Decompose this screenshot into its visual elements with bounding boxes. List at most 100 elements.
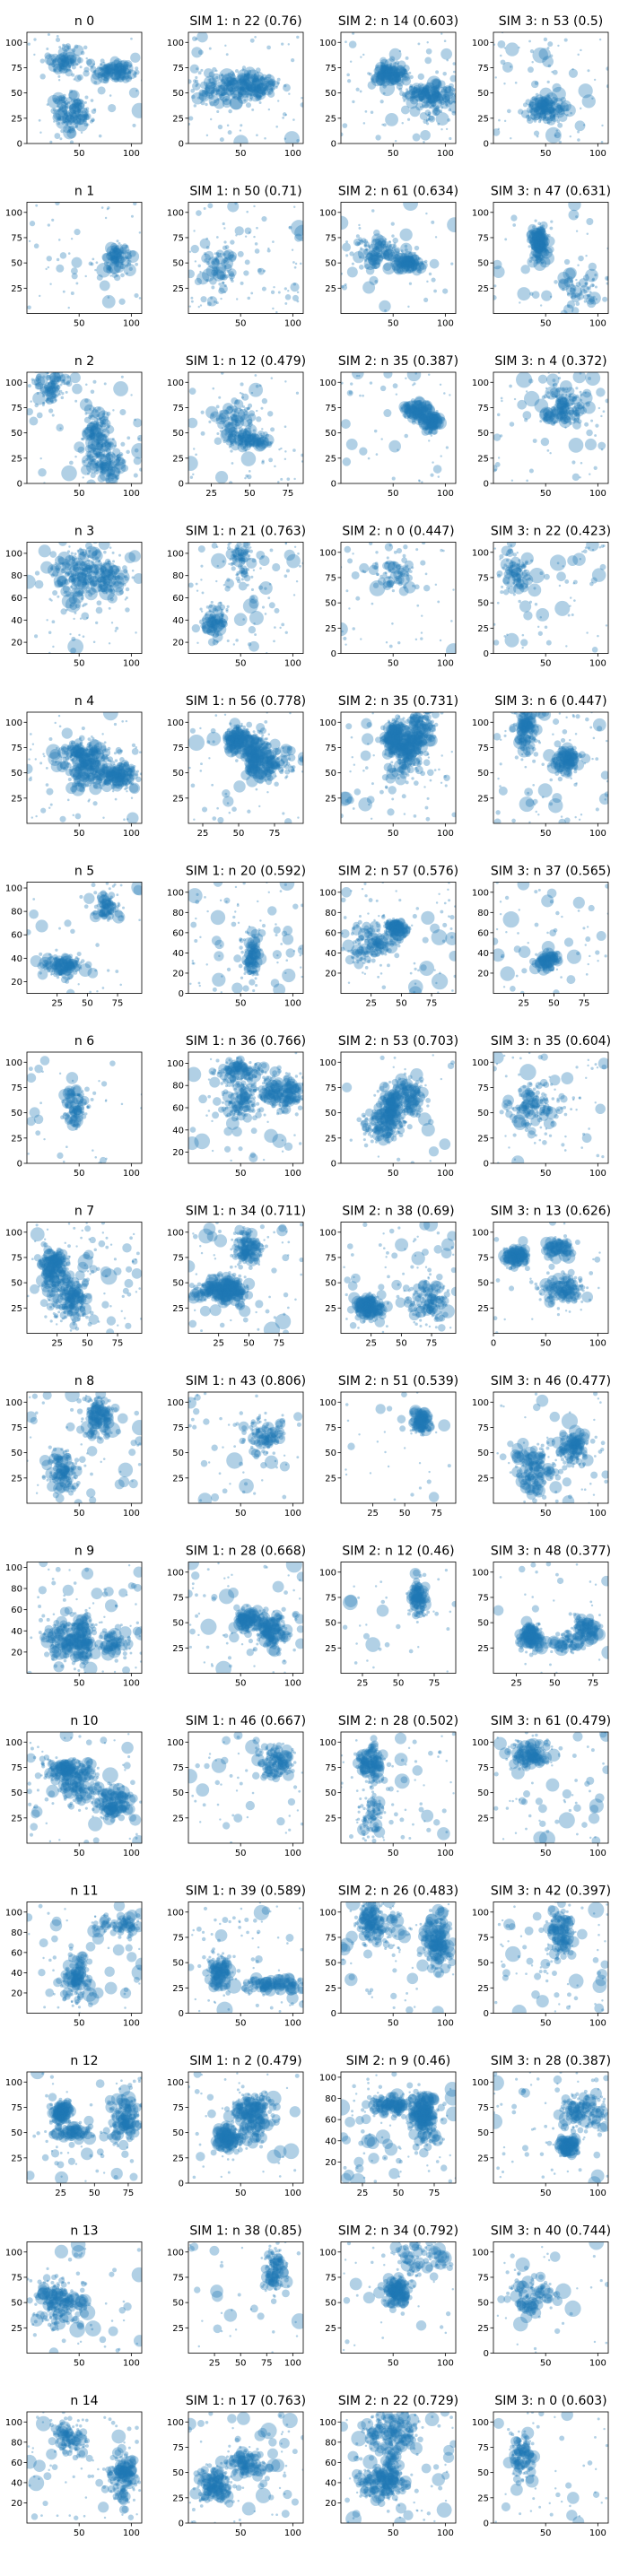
scatter-point <box>209 276 217 285</box>
scatter-point <box>402 68 406 73</box>
scatter-point <box>126 71 130 74</box>
scatter-point <box>572 582 575 585</box>
scatter-point <box>102 265 112 274</box>
scatter-point <box>423 585 431 592</box>
scatter-point <box>406 372 422 382</box>
scatter-point <box>493 284 497 288</box>
scatter-point <box>200 610 204 613</box>
scatter-point <box>510 214 518 222</box>
scatter-point <box>108 256 118 266</box>
scatter-point <box>417 96 421 100</box>
scatter-point <box>222 95 231 106</box>
scatter-point <box>431 93 434 97</box>
scatter-point <box>114 274 121 282</box>
scatter-point <box>531 95 537 101</box>
scatter-point <box>413 84 422 93</box>
subplot-title: n 0 <box>74 14 94 29</box>
scatter-point <box>248 231 251 234</box>
scatter-point <box>122 65 126 68</box>
scatter-point <box>418 95 424 101</box>
scatter-points <box>493 202 608 314</box>
scatter-point <box>404 68 407 72</box>
scatter-point <box>405 90 415 101</box>
scatter-point <box>201 591 205 595</box>
scatter-point <box>134 74 137 78</box>
subplot-title: SIM 3: n 22 (0.423) <box>491 525 611 539</box>
scatter-point <box>563 104 566 108</box>
scatter-point <box>364 258 368 263</box>
scatter-point <box>588 546 590 550</box>
scatter-point <box>295 580 299 583</box>
scatter-point <box>245 568 249 571</box>
scatter-point <box>380 438 383 440</box>
scatter-point <box>113 68 118 72</box>
scatter-point <box>433 87 437 91</box>
scatter-point <box>215 254 220 259</box>
scatter-point <box>230 407 246 423</box>
scatter-point <box>238 91 241 94</box>
scatter-point <box>125 264 128 268</box>
scatter-point <box>53 377 57 381</box>
scatter-point <box>264 80 268 85</box>
scatter-point <box>550 100 554 105</box>
scatter-point <box>241 90 249 99</box>
scatter-point <box>388 68 392 72</box>
scatter-point <box>292 118 295 121</box>
scatter-point <box>400 105 410 115</box>
scatter-point <box>550 220 554 223</box>
scatter-point <box>254 85 259 91</box>
scatter-point <box>382 64 386 67</box>
scatter-point <box>418 91 432 104</box>
scatter-point <box>403 260 406 264</box>
scatter-point <box>394 252 404 262</box>
scatter-point <box>536 94 544 102</box>
scatter-point <box>105 592 109 595</box>
scatter-point <box>127 71 132 74</box>
scatter-point <box>402 94 408 100</box>
scatter-point <box>383 248 396 262</box>
scatter-point <box>36 412 43 419</box>
y-tick-label: 50 <box>11 429 22 439</box>
scatter-point <box>399 228 413 241</box>
scatter-point <box>203 252 207 256</box>
scatter-point <box>105 477 111 483</box>
scatter-point <box>188 250 192 253</box>
scatter-point <box>263 269 266 273</box>
scatter-point <box>380 239 389 248</box>
scatter-point <box>364 248 368 251</box>
scatter-point <box>385 112 398 126</box>
scatter-point <box>377 262 380 265</box>
scatter-point <box>417 414 432 430</box>
scatter-point <box>409 254 420 265</box>
scatter-point <box>528 66 534 74</box>
scatter-point <box>255 67 261 73</box>
scatter-point <box>115 60 128 74</box>
scatter-point <box>540 106 544 109</box>
scatter-point <box>188 79 192 84</box>
scatter-point <box>57 62 65 70</box>
scatter-point <box>259 80 264 84</box>
scatter-point <box>388 71 399 83</box>
scatter-point <box>436 91 440 94</box>
scatter-point <box>575 387 579 390</box>
scatter-point <box>499 553 504 560</box>
scatter-point <box>98 417 102 421</box>
scatter-point <box>98 585 101 589</box>
scatter-point <box>249 93 253 97</box>
scatter-point <box>294 233 303 242</box>
scatter-point <box>397 266 401 270</box>
scatter-point <box>546 106 550 110</box>
scatter-point <box>586 274 589 276</box>
x-tick-label: 50 <box>540 489 552 499</box>
scatter-point <box>371 209 375 213</box>
scatter-point <box>425 96 429 100</box>
scatter-point <box>70 59 75 65</box>
scatter-point <box>406 574 414 582</box>
scatter-point <box>380 67 386 73</box>
scatter-point <box>540 108 547 114</box>
scatter-point <box>416 604 420 607</box>
scatter-point <box>113 63 118 68</box>
scatter-point <box>444 95 448 100</box>
scatter-point <box>67 130 71 134</box>
scatter-point <box>60 96 68 103</box>
